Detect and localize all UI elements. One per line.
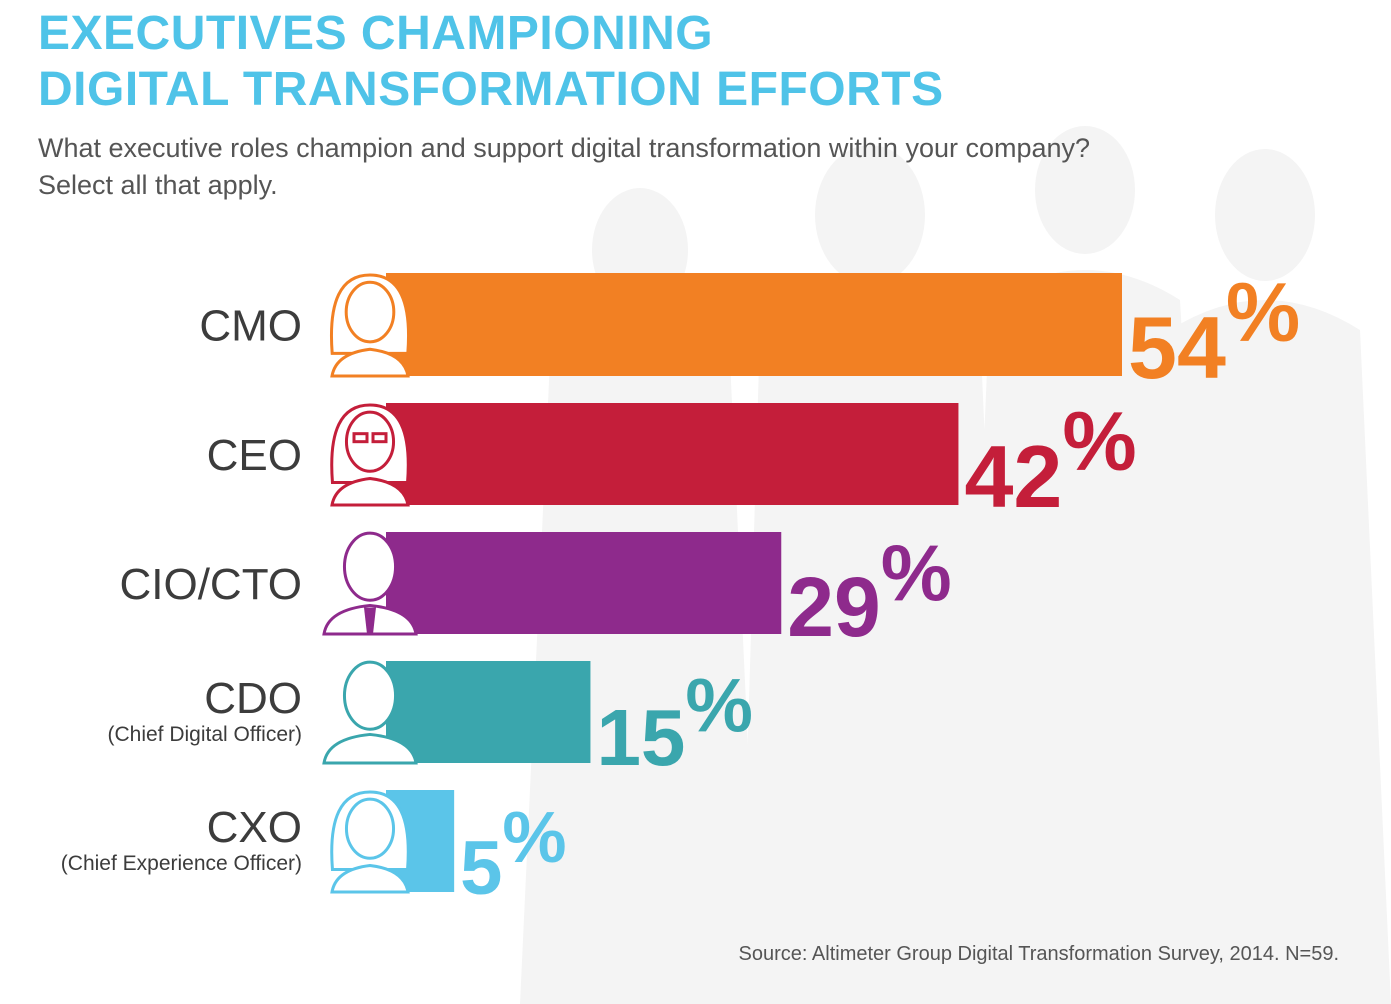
question-line-2: Select all that apply. xyxy=(38,170,278,200)
title-line-1: EXECUTIVES CHAMPIONING xyxy=(38,7,714,60)
category-label: CIO/CTO xyxy=(119,560,302,609)
bar-cio-cto xyxy=(386,532,782,634)
value-label: 54% xyxy=(1128,265,1300,397)
source-note: Source: Altimeter Group Digital Transfor… xyxy=(738,943,1339,965)
bar-row-2: CIO/CTO 29% xyxy=(119,529,951,654)
bar-cdo xyxy=(386,661,591,763)
category-label: CMO xyxy=(199,302,302,351)
survey-question: What executive roles champion and suppor… xyxy=(38,130,1238,204)
title-line-2: DIGITAL TRANSFORMATION EFFORTS xyxy=(38,63,944,116)
bar-row-1: CEO 42% xyxy=(207,394,1137,526)
bar-ceo xyxy=(386,403,959,505)
page-title: EXECUTIVES CHAMPIONING DIGITAL TRANSFORM… xyxy=(38,6,944,118)
woman-avatar-icon xyxy=(330,273,410,378)
value-label: 5% xyxy=(460,798,566,911)
value-label: 29% xyxy=(787,529,951,654)
value-label: 42% xyxy=(964,394,1136,526)
bar-row-0: CMO 54% xyxy=(199,265,1300,397)
woman-avatar-icon xyxy=(330,790,410,894)
bar-row-4: CXO(Chief Experience Officer) 5% xyxy=(61,790,567,911)
category-sublabel: (Chief Experience Officer) xyxy=(61,852,302,875)
category-sublabel: (Chief Digital Officer) xyxy=(108,723,303,746)
man-tie-avatar-icon xyxy=(322,531,418,636)
question-line-1: What executive roles champion and suppor… xyxy=(38,133,1091,163)
category-label: CEO xyxy=(207,431,302,480)
category-label: CDO xyxy=(204,674,302,723)
bar-cmo xyxy=(386,273,1122,376)
value-label: 15% xyxy=(596,663,753,782)
category-label: CXO xyxy=(207,803,302,852)
man-avatar-icon xyxy=(322,660,418,765)
bar-row-3: CDO(Chief Digital Officer) 15% xyxy=(108,660,753,782)
woman-glasses-avatar-icon xyxy=(330,403,410,507)
